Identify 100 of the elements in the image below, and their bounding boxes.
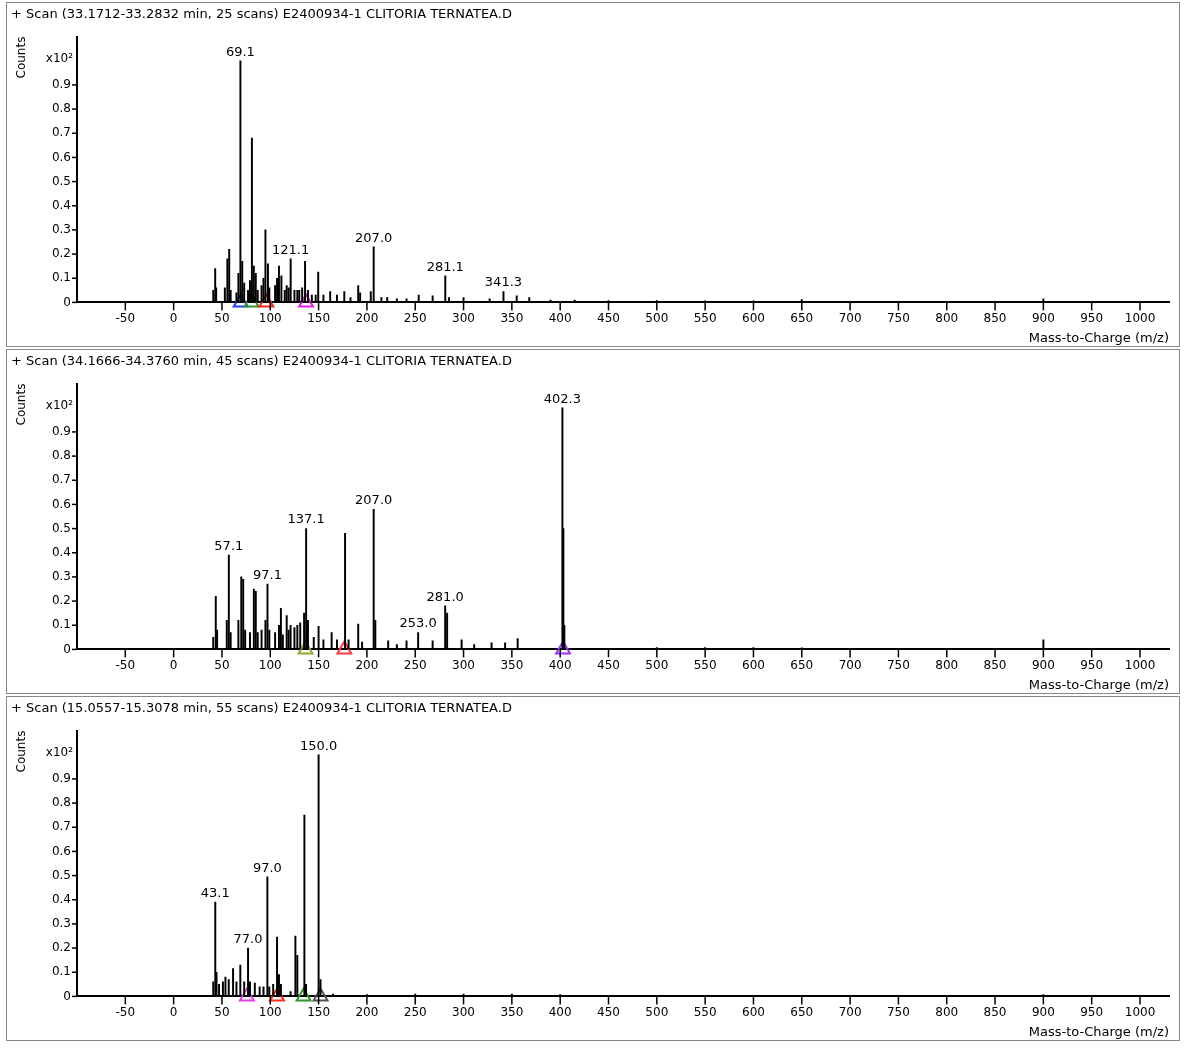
y-tick-label: 0.4 bbox=[51, 544, 71, 559]
text: x10² bbox=[45, 50, 74, 65]
y-tick-label: 0.2 bbox=[51, 246, 71, 261]
y-tick-label: 0.7 bbox=[51, 472, 71, 487]
x-axis-title: Mass-to-Charge (m/z) bbox=[1028, 1023, 1169, 1039]
x-tick-label: 550 bbox=[693, 657, 717, 672]
y-tick-label: 0.3 bbox=[51, 222, 71, 237]
x-axis-title: Mass-to-Charge (m/z) bbox=[1028, 676, 1169, 692]
y-tick-label: 0.8 bbox=[51, 101, 71, 116]
y-tick-label: 0.3 bbox=[51, 569, 71, 584]
x-tick-label: 1000 bbox=[1124, 1004, 1156, 1019]
y-tick-label: 0.9 bbox=[51, 77, 71, 92]
x-tick-label: 650 bbox=[790, 310, 814, 325]
x-tick-label: 400 bbox=[548, 657, 572, 672]
y-tick-label: 0.4 bbox=[51, 197, 71, 212]
x-tick-label: 850 bbox=[983, 310, 1007, 325]
x-tick-label: 1000 bbox=[1124, 657, 1156, 672]
x-tick-label: 550 bbox=[693, 1004, 717, 1019]
x-tick-label: 700 bbox=[838, 657, 862, 672]
x-tick-label: 950 bbox=[1080, 310, 1104, 325]
y-tick-label: 0.7 bbox=[51, 125, 71, 140]
annotation: 253.0 bbox=[399, 615, 437, 631]
x-tick-label: 750 bbox=[886, 1004, 910, 1019]
x-tick-label: 800 bbox=[935, 1004, 959, 1019]
chart-title: + Scan (34.1666-34.3760 min, 45 scans) E2400934-1 CLITORIA TERNATEA.D bbox=[11, 353, 512, 369]
annotation: 97.1 bbox=[253, 567, 282, 583]
x-tick-label: 500 bbox=[645, 310, 669, 325]
x-tick-label: 350 bbox=[500, 657, 524, 672]
annotation: 402.3 bbox=[543, 390, 582, 406]
x-tick-label: 900 bbox=[1031, 310, 1055, 325]
y-tick-label: 0 bbox=[63, 988, 71, 1003]
x-tick-label: 600 bbox=[742, 1004, 765, 1019]
x-tick-label: 200 bbox=[355, 1004, 379, 1019]
x-axis-title: Mass-to-Charge (m/z) bbox=[1028, 329, 1169, 345]
x-tick-label: 400 bbox=[548, 1004, 572, 1019]
y-tick-label: 0.4 bbox=[51, 891, 71, 906]
annotation: 281.1 bbox=[426, 258, 464, 274]
x-tick-label: 50 bbox=[214, 1004, 230, 1019]
chart-title: + Scan (33.1712-33.2832 min, 25 scans) E2400934-1 CLITORIA TERNATEA.D bbox=[11, 6, 512, 22]
x-tick-label: 350 bbox=[500, 1004, 524, 1019]
y-axis-title: Counts bbox=[14, 383, 29, 426]
x-tick-label: 0 bbox=[169, 657, 178, 672]
annotation: 150.0 bbox=[299, 737, 338, 753]
x-tick-label: 700 bbox=[838, 310, 862, 325]
x-tick-label: 950 bbox=[1080, 657, 1104, 672]
x-tick-label: 250 bbox=[403, 310, 427, 325]
y-tick-label: 0.2 bbox=[51, 593, 71, 608]
y-tick-label: 0.6 bbox=[51, 496, 71, 511]
x-tick-label: 150 bbox=[307, 310, 331, 325]
x-tick-label: 450 bbox=[597, 310, 620, 325]
x-tick-label: 200 bbox=[355, 310, 379, 325]
x-tick-label: 850 bbox=[983, 1004, 1007, 1019]
x-tick-label: 900 bbox=[1031, 1004, 1055, 1019]
x-tick-label: 1000 bbox=[1124, 310, 1156, 325]
x-tick-label: 200 bbox=[355, 657, 379, 672]
y-tick-label: 0 bbox=[63, 294, 71, 309]
x-tick-label: 0 bbox=[169, 1004, 178, 1019]
x-tick-label: 500 bbox=[645, 1004, 669, 1019]
x-tick-label: 100 bbox=[258, 657, 282, 672]
annotation: 207.0 bbox=[355, 492, 393, 508]
y-tick-label: 0.3 bbox=[51, 916, 71, 931]
y-tick-label: 0.9 bbox=[51, 424, 71, 439]
y-tick-label: 0.8 bbox=[51, 448, 71, 463]
text: x10² bbox=[45, 397, 74, 412]
x-tick-label: 450 bbox=[597, 1004, 620, 1019]
x-tick-label: 50 bbox=[214, 310, 230, 325]
x-tick-label: 650 bbox=[790, 1004, 814, 1019]
x-tick-label: 650 bbox=[790, 657, 814, 672]
x-tick-label: 900 bbox=[1031, 657, 1055, 672]
y-tick-label: 0.1 bbox=[51, 270, 71, 285]
x-tick-label: 450 bbox=[597, 657, 620, 672]
annotation: 57.1 bbox=[214, 538, 244, 554]
y-tick-label: 0.6 bbox=[51, 149, 71, 164]
x-tick-label: 750 bbox=[886, 310, 910, 325]
x-tick-label: 600 bbox=[742, 310, 765, 325]
x-tick-label: -50 bbox=[115, 1004, 136, 1019]
x-tick-label: 250 bbox=[403, 657, 427, 672]
x-tick-label: 550 bbox=[693, 310, 717, 325]
annotation: 281.0 bbox=[426, 588, 464, 604]
text: x10² bbox=[45, 744, 74, 759]
x-tick-label: 100 bbox=[258, 310, 282, 325]
annotation: 207.0 bbox=[355, 229, 393, 245]
x-tick-label: 250 bbox=[403, 1004, 427, 1019]
annotation: 137.1 bbox=[287, 511, 325, 527]
x-tick-label: 950 bbox=[1080, 1004, 1104, 1019]
x-tick-label: 350 bbox=[500, 310, 524, 325]
y-tick-label: 0.2 bbox=[51, 940, 71, 955]
y-tick-label: 0.5 bbox=[51, 520, 71, 535]
y-tick-label: 0.5 bbox=[51, 173, 71, 188]
y-tick-label: 0.9 bbox=[51, 771, 71, 786]
y-tick-label: 0.7 bbox=[51, 819, 71, 834]
annotation: 97.0 bbox=[252, 859, 282, 875]
x-tick-label: 800 bbox=[935, 657, 959, 672]
y-axis-title: Counts bbox=[14, 730, 29, 773]
x-tick-label: 300 bbox=[452, 657, 475, 672]
annotation: 43.1 bbox=[200, 885, 230, 901]
x-tick-label: -50 bbox=[115, 310, 136, 325]
x-tick-label: 500 bbox=[645, 657, 669, 672]
y-tick-label: 0.8 bbox=[51, 795, 71, 810]
x-tick-label: 300 bbox=[452, 1004, 475, 1019]
